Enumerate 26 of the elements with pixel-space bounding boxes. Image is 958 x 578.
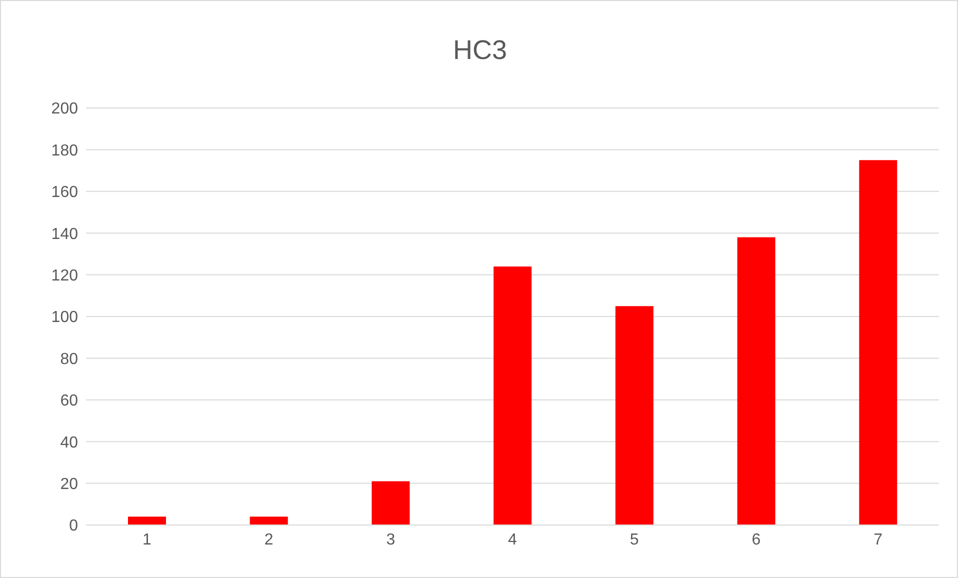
chart-title: HC3 (452, 35, 508, 66)
y-tick-label: 200 (51, 100, 78, 118)
y-tick-label: 140 (51, 226, 78, 243)
y-tick-label: 0 (69, 518, 78, 535)
x-tick-label: 2 (264, 531, 274, 548)
bar (737, 237, 776, 525)
x-tick-label: 7 (874, 531, 883, 548)
y-tick-label: 80 (60, 350, 78, 368)
bar (859, 160, 898, 525)
y-tick-label: 160 (51, 184, 78, 202)
x-tick-label: 5 (630, 531, 639, 548)
x-tick-label: 1 (142, 531, 152, 548)
x-tick-label: 3 (386, 531, 396, 548)
y-tick-label: 60 (60, 392, 78, 410)
x-tick-label: 4 (508, 531, 518, 548)
y-tick-label: 40 (60, 434, 78, 452)
bar (128, 516, 166, 525)
bar (615, 306, 654, 525)
y-tick-label: 20 (60, 476, 78, 493)
bar (250, 516, 288, 525)
y-tick-label: 180 (51, 142, 78, 160)
bar (494, 266, 532, 525)
x-tick-label: 6 (752, 531, 761, 548)
y-tick-label: 100 (51, 309, 78, 326)
bar (372, 481, 410, 525)
y-tick-label: 120 (51, 267, 78, 284)
